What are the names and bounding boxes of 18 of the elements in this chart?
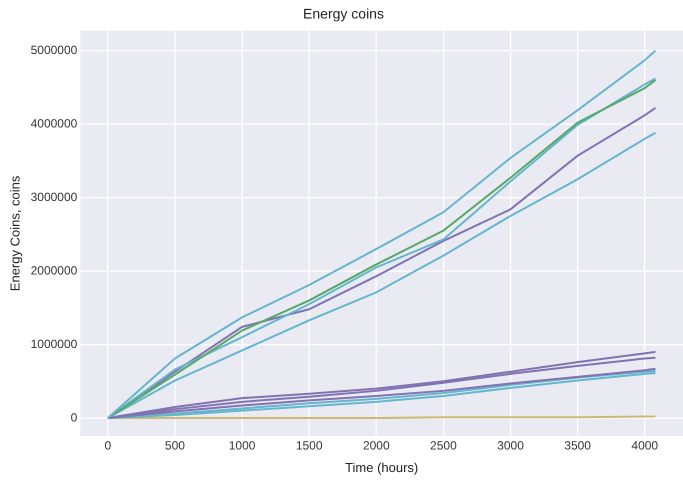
x-axis-title: Time (hours)	[345, 460, 418, 475]
x-tick-label: 2500	[430, 438, 458, 453]
y-tick-label: 5000000	[30, 42, 78, 57]
y-tick-label: 3000000	[30, 190, 78, 204]
x-tick-label: 500	[164, 438, 186, 453]
x-tick-label: 4000	[631, 438, 658, 453]
y-tick-label: 2000000	[30, 263, 78, 278]
y-axis-title: Energy Coins, coins	[7, 175, 22, 292]
y-tick-label: 4000000	[30, 116, 78, 130]
x-tick-label: 3000	[497, 438, 524, 453]
x-tick-label: 3500	[564, 438, 592, 453]
chart-title: Energy coins	[303, 5, 384, 22]
y-tick-label: 0	[70, 410, 78, 424]
x-tick-label: 1500	[296, 438, 323, 453]
x-tick-label: 0	[104, 438, 112, 453]
x-tick-label: 2000	[362, 438, 390, 453]
y-tick-label: 1000000	[30, 336, 78, 351]
x-tick-label: 1000	[228, 438, 256, 453]
